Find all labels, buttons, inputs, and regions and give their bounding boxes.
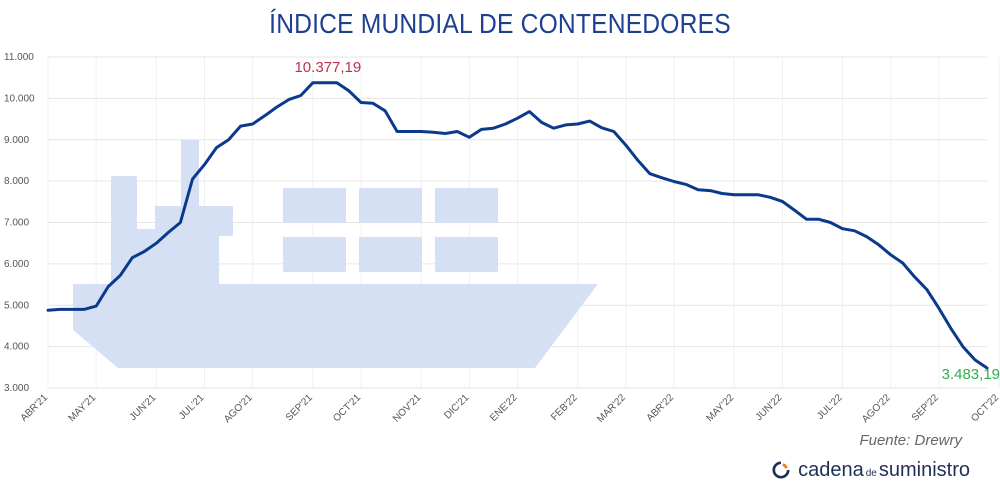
x-tick-label: MAR'22 xyxy=(595,392,628,425)
ship-bridge xyxy=(199,206,233,236)
x-tick-label: DIC'21 xyxy=(442,392,471,421)
ship-container xyxy=(283,188,346,223)
chart-title: ÍNDICE MUNDIAL DE CONTENEDORES xyxy=(269,8,731,39)
x-tick-label: JUL'22 xyxy=(815,392,845,422)
y-tick-label: 7.000 xyxy=(4,218,29,229)
x-tick-label: JUN'22 xyxy=(754,392,785,423)
x-tick-label: NOV'21 xyxy=(391,392,424,425)
ship-container xyxy=(359,237,422,272)
x-tick-label: ENE'22 xyxy=(488,392,520,424)
x-tick-label: JUN'21 xyxy=(128,392,159,423)
ship-container xyxy=(283,237,346,272)
series-line xyxy=(46,81,989,370)
y-tick-label: 5.000 xyxy=(4,300,29,311)
min-value-label: 3.483,19 xyxy=(942,366,1000,383)
y-tick-label: 8.000 xyxy=(4,176,29,187)
x-axis: ABR'21 MAY'21 JUN'21 JUL'21 AGO'21 SEP'21 OCT'… xyxy=(19,392,1000,425)
x-tick-label: MAY'21 xyxy=(66,392,98,424)
ship-illustration xyxy=(73,140,598,368)
x-tick-label: OCT'22 xyxy=(969,392,1000,424)
y-tick-label: 3.000 xyxy=(4,383,29,394)
x-tick-label: ABR'21 xyxy=(19,392,51,424)
x-tick-label: SEP'21 xyxy=(284,392,315,423)
ship-bridge xyxy=(199,236,219,286)
x-tick-label: AGO'22 xyxy=(860,392,893,425)
x-tick-label: JUL'21 xyxy=(177,392,207,422)
brand-part1: cadena xyxy=(798,459,864,481)
y-axis: 3.000 4.000 5.000 6.000 7.000 8.000 9.000 10.00… xyxy=(4,52,35,394)
y-tick-label: 11.000 xyxy=(4,52,34,63)
ship-container xyxy=(435,237,498,272)
y-tick-label: 6.000 xyxy=(4,259,29,270)
max-value-label: 10.377,19 xyxy=(294,59,361,76)
brand-part3: suministro xyxy=(878,459,970,481)
brand-logo: cadena de suministro xyxy=(772,458,970,482)
x-tick-label: SEP'22 xyxy=(910,392,941,423)
brand-icon xyxy=(772,461,790,479)
y-tick-label: 4.000 xyxy=(4,342,29,353)
ship-hull xyxy=(73,284,598,368)
ship-container xyxy=(359,188,422,223)
x-tick-label: AGO'21 xyxy=(222,392,255,425)
source-note: Fuente: Drewry xyxy=(859,432,962,449)
ship-container xyxy=(435,188,498,223)
brand-part2: de xyxy=(865,468,877,479)
x-tick-label: OCT'21 xyxy=(331,392,363,424)
ship-mast xyxy=(137,229,155,286)
annotations: 10.377,19 3.483,19 xyxy=(294,59,1000,383)
y-tick-label: 10.000 xyxy=(4,93,35,104)
ship-mast xyxy=(155,206,181,286)
x-tick-label: ABR'22 xyxy=(645,392,677,424)
x-tick-label: FEB'22 xyxy=(549,392,580,423)
series-line-path xyxy=(46,81,989,370)
x-tick-label: MAY'22 xyxy=(705,392,737,424)
y-tick-label: 9.000 xyxy=(4,135,29,146)
